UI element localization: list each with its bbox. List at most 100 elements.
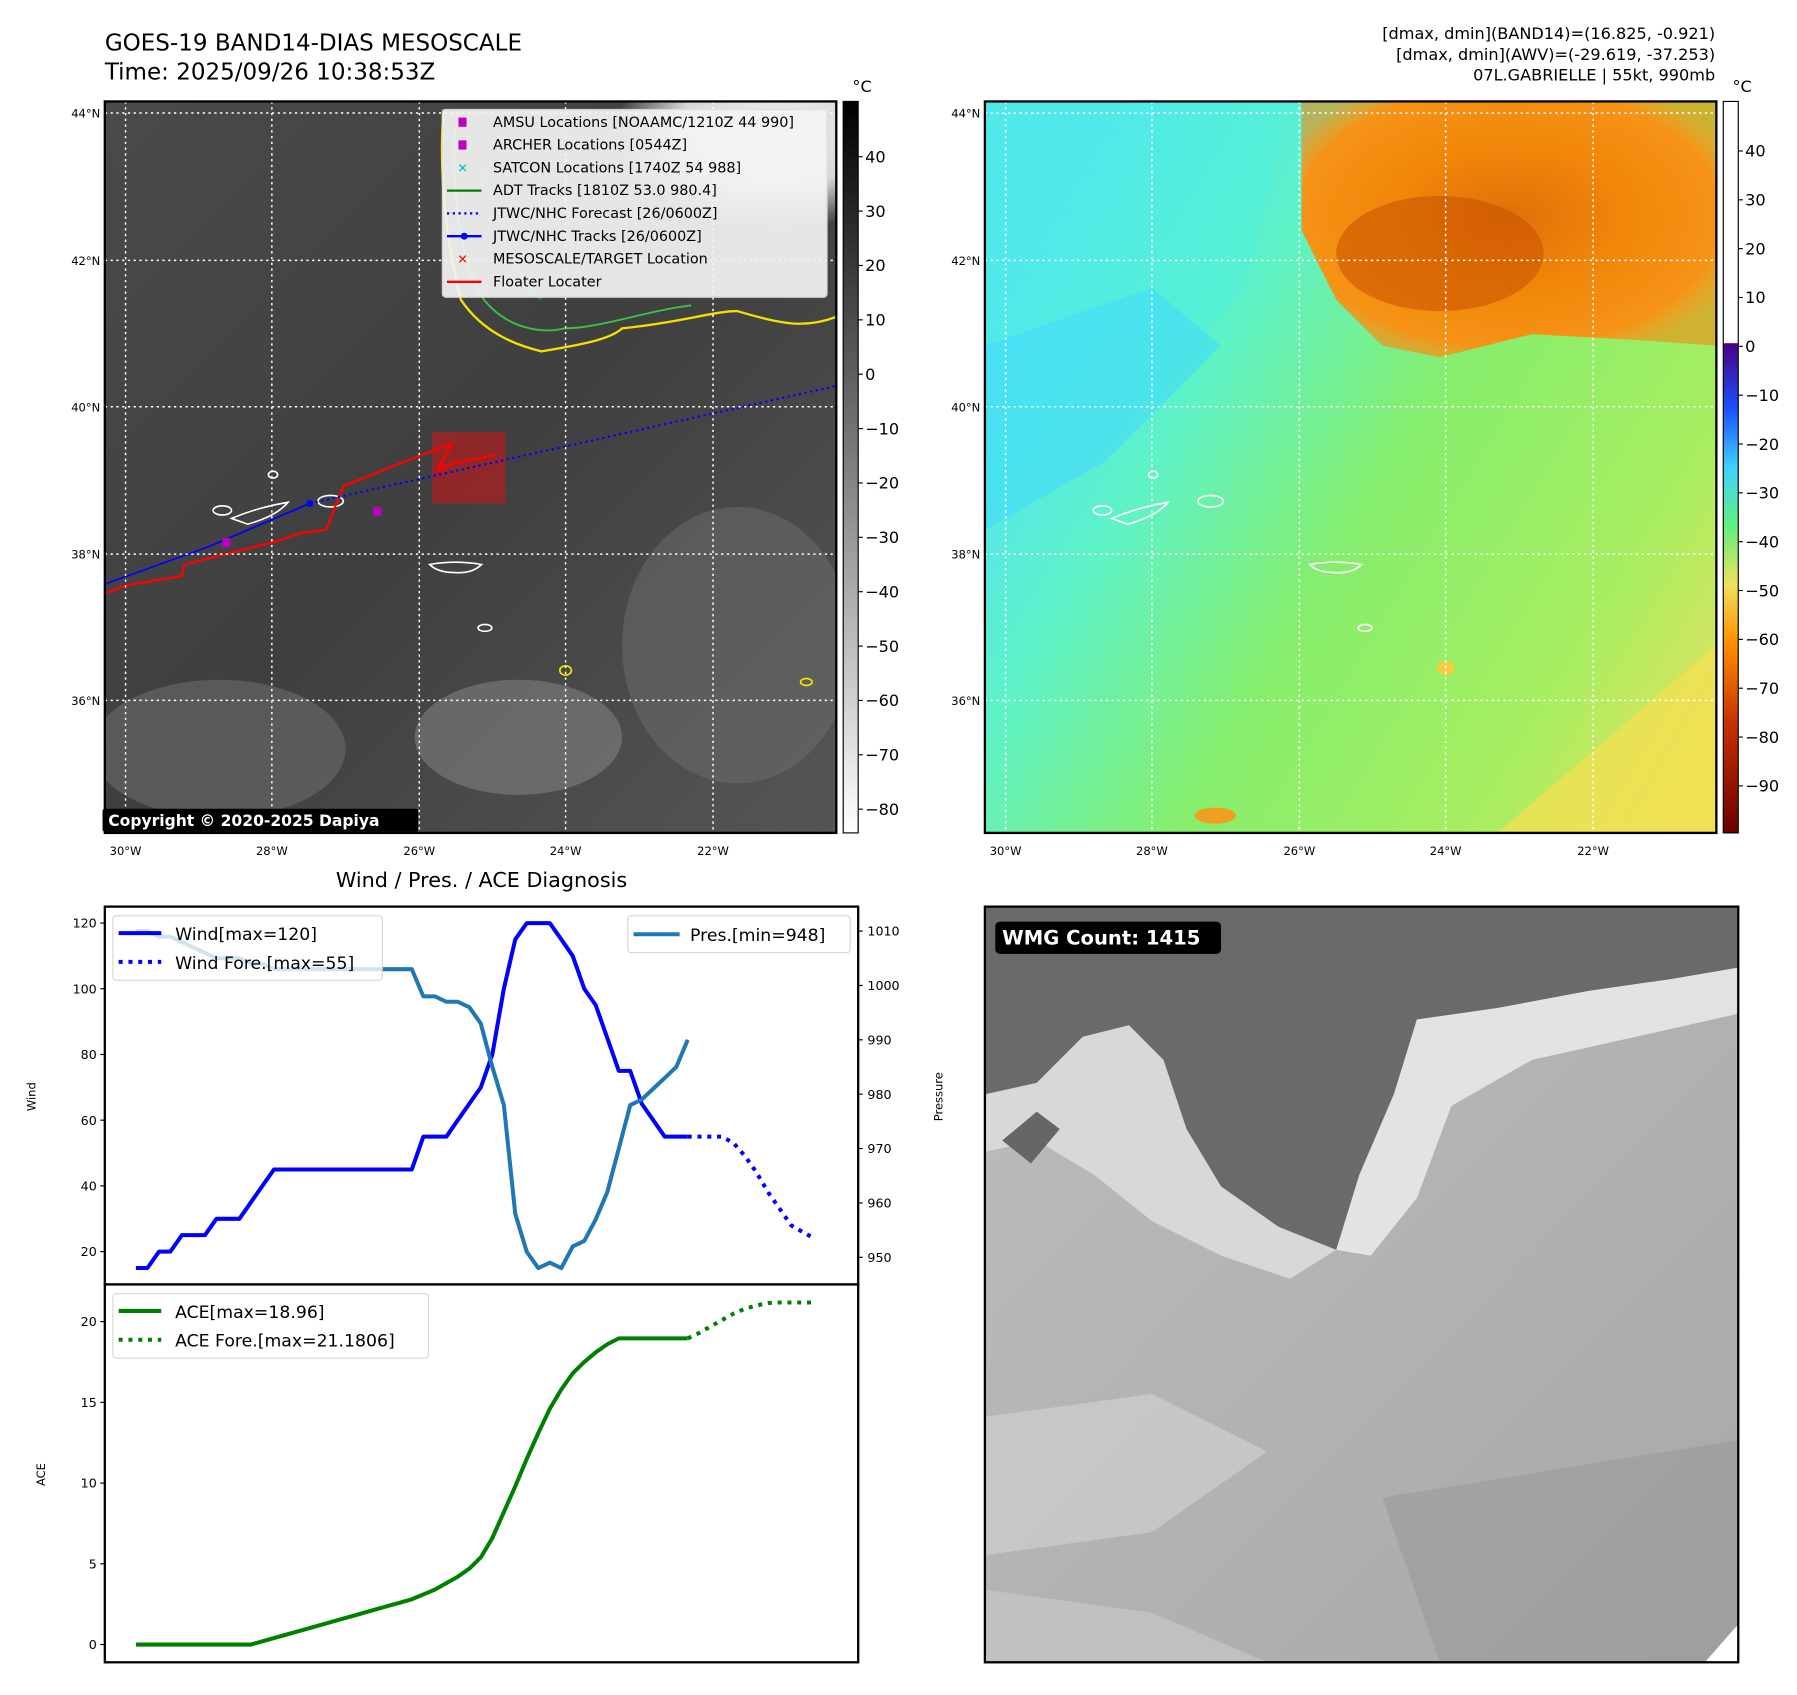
legend-label: Floater Locater — [493, 274, 602, 290]
awv-colorbar-tick: −40 — [1745, 532, 1779, 551]
x-marker-icon: ✕ — [457, 252, 468, 267]
lon-label: 22°W — [697, 844, 729, 858]
legend-label: ARCHER Locations [0544Z] — [493, 138, 687, 154]
wmg-count-badge — [995, 921, 1222, 954]
pressure-legend-label: Pres.[min=948] — [690, 926, 825, 946]
wind-tick-label: 20 — [81, 1244, 97, 1259]
legend-entry: AMSU Locations [NOAAMC/1210Z 44 990] — [458, 115, 794, 131]
lon-label: 24°W — [550, 844, 582, 858]
awv-colorbar-tick: −50 — [1745, 581, 1779, 600]
wind-forecast-legend-label: Wind Fore.[max=55] — [175, 954, 354, 974]
ace-tick-label: 20 — [81, 1314, 97, 1329]
ir-colorbar-tick: 40 — [865, 147, 886, 166]
amsu-location-marker — [373, 506, 382, 517]
pressure-tick-label: 970 — [867, 1141, 891, 1156]
pressure-tick-label: 960 — [867, 1196, 891, 1211]
wmg-dark-region — [984, 906, 1739, 1250]
legend-entry: ARCHER Locations [0544Z] — [458, 138, 687, 154]
wind-axis-label: Wind — [25, 1082, 39, 1111]
legend-label: JTWC/NHC Forecast [26/0600Z] — [492, 206, 717, 222]
awv-colorbar-tick: 0 — [1745, 337, 1755, 356]
legend-label: AMSU Locations [NOAAMC/1210Z 44 990] — [493, 115, 794, 131]
ir-map-panel: ✕ AMSU Locations [NOAAMC/1210Z 44 990] AR… — [71, 77, 899, 858]
legend-entry: JTWC/NHC Tracks [26/0600Z] — [446, 229, 702, 245]
figure-time: Time: 2025/09/26 10:38:53Z — [104, 60, 436, 86]
lat-label: 40°N — [951, 400, 980, 414]
lon-label: 26°W — [1283, 844, 1315, 858]
ir-colorbar-tick: −10 — [865, 419, 899, 438]
ace-forecast-line — [686, 1300, 815, 1341]
lon-label: 24°W — [1430, 844, 1462, 858]
azores-islands — [212, 470, 493, 633]
lon-label: 30°W — [990, 844, 1022, 858]
square-marker-icon — [458, 117, 467, 127]
ir-colorbar-tick: 10 — [865, 311, 886, 330]
lon-label: 30°W — [110, 844, 142, 858]
legend-entry: ✕ SATCON Locations [1740Z 54 988] — [457, 160, 741, 176]
storm-info: 07L.GABRIELLE | 55kt, 990mb — [1473, 66, 1715, 85]
ace-tick-label: 15 — [81, 1395, 97, 1410]
lat-label: 44°N — [951, 107, 980, 121]
lat-label: 38°N — [951, 548, 980, 562]
awv-map-panel: 44°N 42°N 40°N 38°N 36°N 30°W 28°W 26°W 24°W 22°W… — [951, 77, 1779, 858]
awv-range: [dmax, dmin](AWV)=(-29.619, -37.253) — [1396, 45, 1715, 64]
awv-colorbar-tick: −70 — [1745, 679, 1779, 698]
ace-axis-label: ACE — [34, 1463, 48, 1486]
lon-label: 22°W — [1577, 844, 1609, 858]
lat-label: 36°N — [951, 694, 980, 708]
jtwc-forecast-track — [309, 384, 837, 505]
wmg-count-label: WMG Count: 1415 — [1002, 927, 1200, 950]
ace-tick-label: 10 — [81, 1476, 97, 1491]
awv-colorbar-tick: −20 — [1745, 435, 1779, 454]
awv-colorbar — [1722, 100, 1739, 834]
azores-islands — [1092, 470, 1373, 633]
ace-tick-label: 5 — [89, 1556, 97, 1571]
legend-label: ADT Tracks [1810Z 53.0 980.4] — [493, 183, 717, 199]
lon-label: 28°W — [1136, 844, 1168, 858]
legend-label: JTWC/NHC Tracks [26/0600Z] — [492, 229, 702, 245]
figure-title: GOES-19 BAND14-DIAS MESOSCALE — [105, 31, 522, 57]
awv-colorbar-tick: −90 — [1745, 777, 1779, 796]
ace-line — [135, 1336, 688, 1647]
archer-location-marker — [222, 538, 231, 548]
lon-label: 28°W — [256, 844, 288, 858]
ir-colorbar-tick: 30 — [865, 202, 886, 221]
awv-colorbar-tick: 20 — [1745, 239, 1766, 258]
legend-entry: JTWC/NHC Forecast [26/0600Z] — [446, 206, 717, 222]
pressure-tick-label: 1000 — [867, 978, 899, 993]
lon-label: 26°W — [403, 844, 435, 858]
legend-entry: ✕ MESOSCALE/TARGET Location — [457, 252, 707, 268]
wind-legend-label: Wind[max=120] — [175, 925, 317, 945]
ir-colorbar-tick: −50 — [865, 637, 899, 656]
awv-colorbar-unit: °C — [1732, 77, 1751, 96]
awv-colorbar-tick: 40 — [1745, 142, 1766, 161]
ace-forecast-legend-label: ACE Fore.[max=21.1806] — [175, 1332, 395, 1352]
lat-label: 36°N — [71, 694, 100, 708]
ir-colorbar-tick: −20 — [865, 474, 899, 493]
pressure-axis-label: Pressure — [931, 1072, 945, 1121]
awv-colorbar-tick: 30 — [1745, 191, 1766, 210]
wind-pressure-chart: 20 40 60 80 100 120 950 960 970 980 990 1000 1010 0 5 1… — [25, 905, 945, 1664]
legend-entry: ADT Tracks [1810Z 53.0 980.4] — [446, 183, 717, 199]
copyright-badge — [102, 808, 419, 832]
ace-legend-label: ACE[max=18.96] — [175, 1303, 324, 1323]
wind-forecast-line — [687, 1134, 816, 1241]
legend-entry: Floater Locater — [446, 274, 602, 290]
awv-colorbar-tick: −30 — [1745, 484, 1779, 503]
pressure-tick-label: 990 — [867, 1032, 891, 1047]
wind-tick-label: 60 — [81, 1113, 97, 1128]
awv-colorbar-tick: −80 — [1745, 728, 1779, 747]
square-marker-icon — [458, 140, 467, 150]
ir-colorbar-tick: 0 — [865, 365, 875, 384]
ace-legend: ACE[max=18.96] ACE Fore.[max=21.1806] — [112, 1293, 430, 1359]
lat-label: 44°N — [71, 107, 100, 121]
wind-tick-label: 120 — [73, 916, 97, 931]
ir-colorbar-tick: −40 — [865, 582, 899, 601]
awv-colorbar-tick: 10 — [1745, 288, 1766, 307]
ir-colorbar-tick: −60 — [865, 691, 899, 710]
ir-colorbar — [842, 100, 859, 834]
band14-range: [dmax, dmin](BAND14)=(16.825, -0.921) — [1382, 24, 1715, 43]
copyright-text: Copyright © 2020-2025 Dapiya — [108, 812, 379, 830]
awv-map-grid — [984, 101, 1717, 833]
